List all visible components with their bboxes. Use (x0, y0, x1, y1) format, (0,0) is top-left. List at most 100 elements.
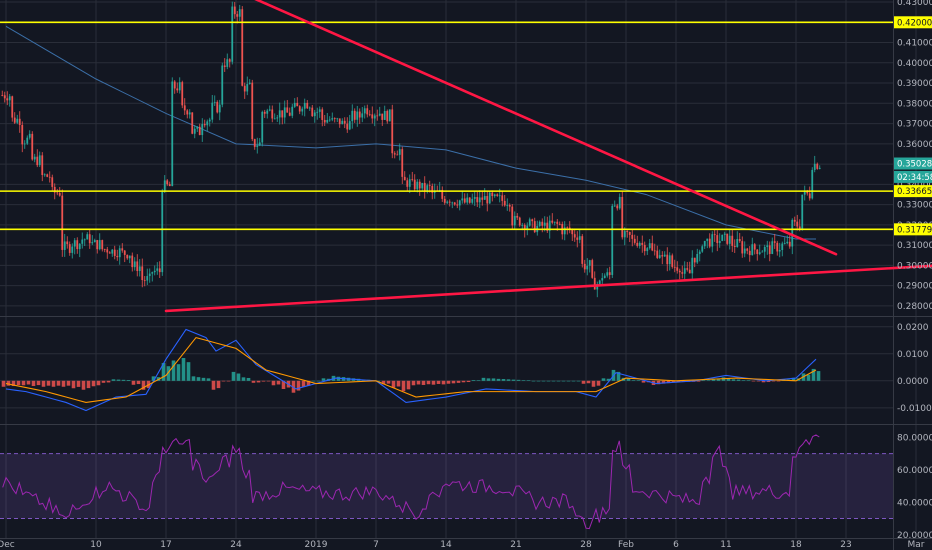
candle[interactable] (398, 149, 401, 155)
candle[interactable] (768, 245, 771, 254)
candle[interactable] (516, 215, 519, 218)
candle[interactable] (541, 221, 544, 226)
candle[interactable] (443, 198, 446, 203)
candle[interactable] (333, 118, 336, 119)
candle[interactable] (153, 270, 156, 273)
candle[interactable] (393, 153, 396, 155)
candle[interactable] (508, 204, 511, 207)
candle[interactable] (603, 275, 606, 279)
candle[interactable] (776, 242, 779, 252)
time-axis[interactable]: Dec 10 17 24 2019 7 14 21 28 Feb 6 11 18 23 Mar (0, 540, 925, 550)
candle[interactable] (661, 255, 664, 257)
candle[interactable] (641, 242, 644, 245)
candle[interactable] (133, 261, 136, 268)
candle[interactable] (406, 180, 409, 187)
candle[interactable] (228, 59, 231, 62)
candle[interactable] (256, 145, 259, 147)
candle[interactable] (693, 257, 696, 263)
candle[interactable] (488, 192, 491, 204)
candle[interactable] (68, 244, 71, 253)
candle[interactable] (101, 240, 104, 250)
candle[interactable] (341, 120, 344, 125)
candle[interactable] (523, 225, 526, 230)
candle[interactable] (733, 245, 736, 248)
candle[interactable] (141, 266, 144, 281)
candle[interactable] (243, 85, 246, 92)
candle[interactable] (788, 241, 791, 247)
candle[interactable] (461, 198, 464, 201)
candle[interactable] (666, 254, 669, 265)
candle[interactable] (273, 118, 276, 120)
candle[interactable] (173, 81, 176, 89)
candle[interactable] (723, 233, 726, 235)
candle[interactable] (543, 222, 546, 226)
candle[interactable] (121, 248, 124, 251)
candle[interactable] (93, 240, 96, 243)
candle[interactable] (51, 177, 54, 187)
candle[interactable] (281, 110, 284, 118)
candle[interactable] (6, 98, 9, 101)
candle[interactable] (241, 9, 244, 86)
candle[interactable] (741, 241, 744, 254)
candle[interactable] (356, 111, 359, 120)
candle[interactable] (653, 250, 656, 252)
candle[interactable] (658, 255, 661, 258)
candle[interactable] (176, 88, 179, 91)
candle[interactable] (803, 190, 806, 195)
candle[interactable] (708, 238, 711, 247)
descending-resistance-trendline[interactable] (216, 0, 838, 256)
candle[interactable] (191, 112, 194, 134)
candle[interactable] (91, 242, 94, 244)
candle[interactable] (643, 244, 646, 252)
candle[interactable] (426, 185, 429, 191)
candle[interactable] (208, 119, 211, 122)
candle[interactable] (213, 101, 216, 103)
candle[interactable] (578, 236, 581, 240)
candle[interactable] (253, 139, 256, 147)
candle[interactable] (423, 182, 426, 191)
candle[interactable] (511, 206, 514, 226)
candle[interactable] (98, 240, 101, 250)
candle[interactable] (418, 181, 421, 189)
candle[interactable] (378, 113, 381, 116)
candle[interactable] (226, 59, 229, 67)
candle[interactable] (396, 154, 399, 156)
candle[interactable] (651, 243, 654, 251)
candle[interactable] (181, 82, 184, 106)
candle[interactable] (11, 96, 14, 118)
candle[interactable] (163, 180, 166, 192)
candle[interactable] (383, 110, 386, 120)
candle[interactable] (78, 243, 81, 250)
candle[interactable] (108, 252, 111, 254)
candle[interactable] (221, 65, 224, 105)
candle[interactable] (448, 201, 451, 203)
candle[interactable] (486, 196, 489, 204)
candle[interactable] (498, 195, 501, 197)
candle[interactable] (331, 118, 334, 120)
candle[interactable] (366, 108, 369, 115)
candle[interactable] (721, 234, 724, 241)
candle[interactable] (791, 219, 794, 247)
candle[interactable] (361, 113, 364, 118)
candle[interactable] (58, 193, 61, 196)
candle[interactable] (746, 248, 749, 251)
candle[interactable] (103, 249, 106, 251)
candle[interactable] (623, 231, 626, 238)
candle[interactable] (196, 126, 199, 129)
candle[interactable] (8, 96, 11, 101)
candle[interactable] (781, 243, 784, 251)
candle[interactable] (798, 226, 801, 230)
candle[interactable] (321, 109, 324, 120)
candle[interactable] (503, 200, 506, 206)
candle[interactable] (28, 133, 31, 138)
candle[interactable] (553, 221, 556, 223)
candle[interactable] (478, 197, 481, 203)
candle[interactable] (676, 267, 679, 271)
candle[interactable] (581, 236, 584, 264)
candle[interactable] (263, 111, 266, 114)
candle[interactable] (276, 117, 279, 119)
candle[interactable] (493, 194, 496, 197)
candle[interactable] (546, 222, 549, 231)
candle[interactable] (683, 268, 686, 274)
